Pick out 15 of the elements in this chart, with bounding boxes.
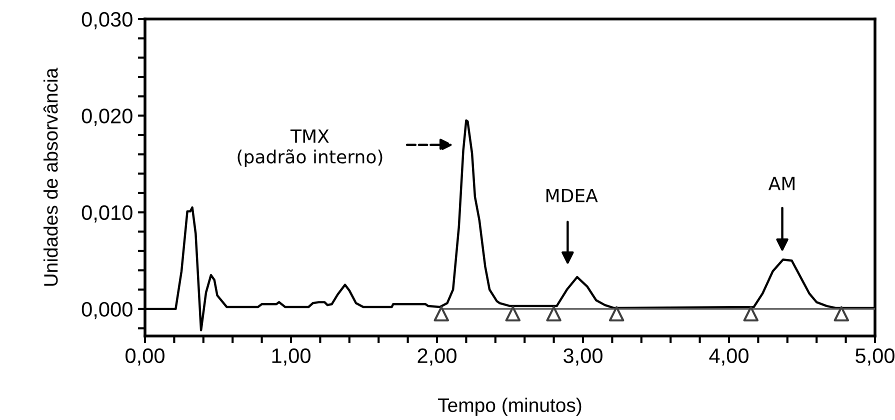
- x-tick-label: 2,00: [418, 348, 456, 366]
- x-axis-title: Tempo (minutos): [438, 398, 582, 416]
- x-tick-label: 0,00: [126, 348, 164, 366]
- x-tick-label: 3,00: [564, 348, 602, 366]
- annotation: TMX (padrão interno): [238, 130, 382, 168]
- annotation: MDEA: [546, 188, 598, 202]
- annotation: AM: [768, 176, 794, 190]
- x-tick-label: 1,00: [272, 348, 310, 366]
- y-tick-label: 0,020: [82, 108, 132, 126]
- y-tick-label: 0,030: [82, 12, 132, 30]
- y-tick-label: 0,000: [82, 302, 132, 320]
- x-tick-label: 4,00: [709, 348, 748, 366]
- y-axis-title: Unidades de absorvância: [43, 68, 58, 286]
- y-tick-label: 0,010: [82, 205, 132, 223]
- x-tick-label: 5,00: [856, 348, 894, 366]
